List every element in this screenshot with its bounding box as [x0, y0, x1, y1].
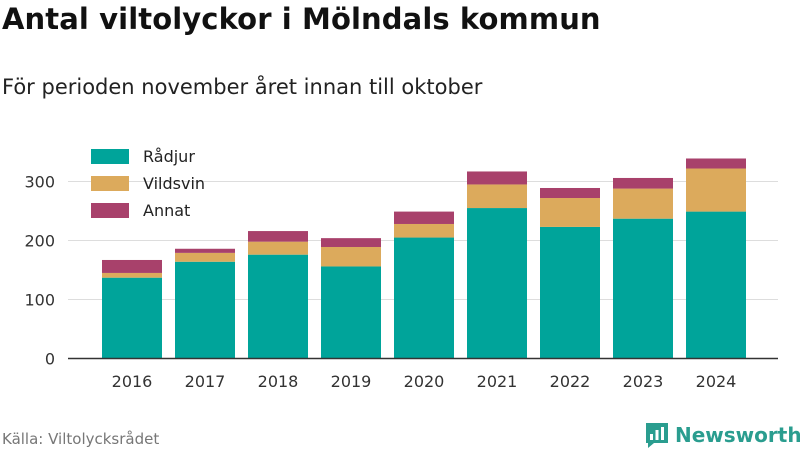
- x-tick-label: 2021: [477, 372, 518, 391]
- bar-segment-vildsvin-2020: [394, 223, 454, 238]
- chart-subtitle: För perioden november året innan till ok…: [2, 75, 483, 99]
- x-tick-label: 2022: [550, 372, 591, 391]
- y-tick-label: 200: [24, 232, 55, 251]
- axes: 0 100 200 300 2016 2017 2018 2019 2020 2021 2022 20…: [24, 173, 778, 391]
- bar-segment-annat-2022: [540, 187, 600, 199]
- bar-segment-vildsvin-2017: [175, 252, 235, 262]
- bar-segment-annat-2020: [394, 211, 454, 224]
- bar-segment-annat-2021: [467, 171, 527, 185]
- bar-segment-rådjur-2016: [102, 277, 162, 359]
- bar-segment-annat-2023: [613, 177, 673, 189]
- source-note: Källa: Viltolycksrådet: [2, 430, 160, 448]
- bar-segment-vildsvin-2018: [248, 241, 308, 255]
- x-tick-label: 2024: [696, 372, 737, 391]
- x-tick-label: 2018: [258, 372, 299, 391]
- x-tick-label: 2016: [112, 372, 153, 391]
- bar-segment-vildsvin-2021: [467, 184, 527, 209]
- bar-segment-annat-2019: [321, 238, 381, 247]
- y-tick-label: 100: [24, 291, 55, 310]
- legend-swatch-vildsvin: [91, 176, 129, 191]
- x-tick-label: 2020: [404, 372, 445, 391]
- bar-segment-annat-2016: [102, 259, 162, 273]
- bar-segment-rådjur-2024: [686, 211, 746, 359]
- bar-segment-rådjur-2023: [613, 218, 673, 359]
- bar-segment-vildsvin-2022: [540, 198, 600, 227]
- x-tick-label: 2023: [623, 372, 664, 391]
- bar-segment-vildsvin-2019: [321, 246, 381, 267]
- bar-segment-rådjur-2020: [394, 237, 454, 359]
- bar-segment-rådjur-2022: [540, 226, 600, 359]
- bar-segment-annat-2018: [248, 231, 308, 242]
- legend-label: Rådjur: [143, 147, 195, 166]
- legend: Rådjur Vildsvin Annat: [91, 147, 205, 220]
- bar-segment-rådjur-2017: [175, 261, 235, 359]
- y-tick-label: 0: [45, 350, 55, 369]
- x-tick-label: 2017: [185, 372, 226, 391]
- legend-swatch-rådjur: [91, 149, 129, 164]
- bar-segment-vildsvin-2024: [686, 168, 746, 212]
- brand-logo: Newsworthy: [645, 420, 800, 450]
- bar-segment-vildsvin-2016: [102, 272, 162, 278]
- bars: [102, 158, 746, 359]
- bar-segment-annat-2017: [175, 248, 235, 253]
- legend-swatch-annat: [91, 203, 129, 218]
- bar-segment-annat-2024: [686, 158, 746, 169]
- y-tick-label: 300: [24, 173, 55, 192]
- bar-segment-rådjur-2019: [321, 266, 381, 359]
- bar-segment-rådjur-2018: [248, 254, 308, 359]
- legend-label: Vildsvin: [143, 174, 205, 193]
- bar-segment-vildsvin-2023: [613, 188, 673, 219]
- legend-label: Annat: [143, 201, 190, 220]
- bar-segment-rådjur-2021: [467, 208, 527, 359]
- x-tick-label: 2019: [331, 372, 372, 391]
- chart-title: Antal viltolyckor i Mölndals kommun: [2, 2, 601, 36]
- newsworthy-logo-icon: [646, 423, 668, 448]
- brand-name: Newsworthy: [675, 423, 800, 447]
